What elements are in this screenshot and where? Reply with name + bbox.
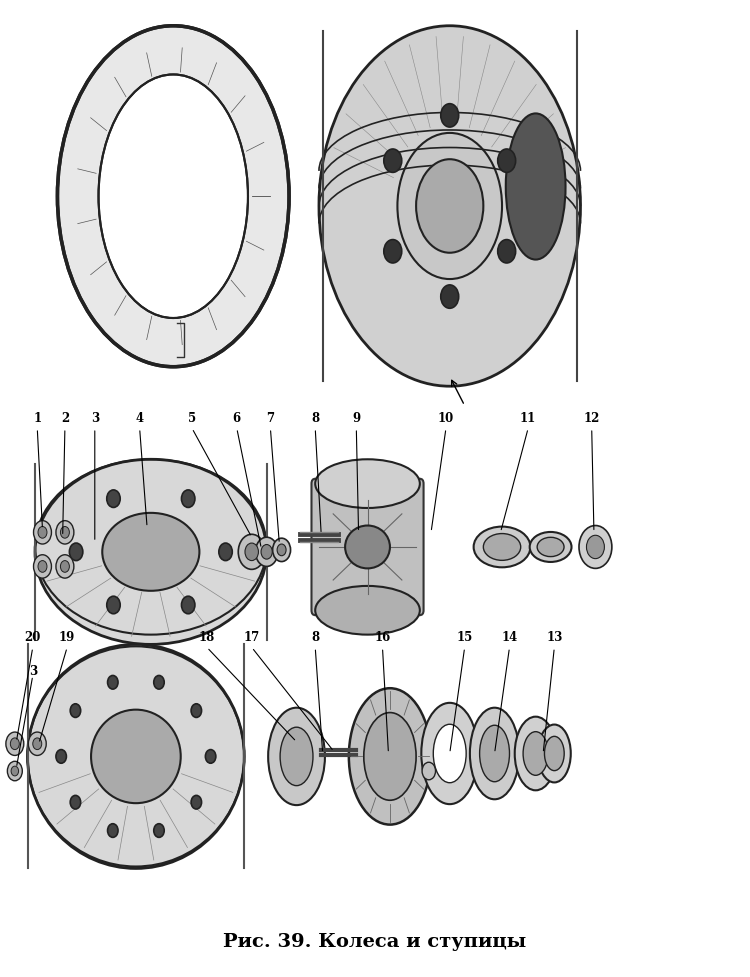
Circle shape — [273, 538, 290, 562]
Circle shape — [441, 285, 459, 309]
Circle shape — [34, 521, 52, 544]
Ellipse shape — [268, 707, 325, 805]
Ellipse shape — [315, 459, 420, 508]
Circle shape — [8, 761, 22, 781]
Text: 5: 5 — [188, 412, 196, 425]
Ellipse shape — [422, 702, 478, 804]
Text: 16: 16 — [374, 631, 391, 645]
Ellipse shape — [506, 113, 566, 260]
Circle shape — [56, 555, 74, 578]
Ellipse shape — [470, 707, 519, 799]
Ellipse shape — [345, 526, 390, 569]
Circle shape — [261, 544, 272, 559]
Text: 15: 15 — [457, 631, 472, 645]
Circle shape — [182, 596, 195, 614]
Ellipse shape — [514, 717, 556, 790]
Circle shape — [245, 543, 259, 561]
Text: 13: 13 — [546, 631, 562, 645]
Text: 17: 17 — [244, 631, 260, 645]
Circle shape — [61, 527, 70, 538]
Text: 12: 12 — [584, 412, 600, 425]
Ellipse shape — [98, 74, 248, 318]
Ellipse shape — [433, 724, 466, 783]
Ellipse shape — [416, 159, 483, 253]
Ellipse shape — [349, 688, 431, 825]
Ellipse shape — [35, 459, 267, 645]
Ellipse shape — [102, 513, 200, 591]
Circle shape — [191, 703, 202, 717]
Circle shape — [34, 555, 52, 578]
Text: 1: 1 — [33, 412, 41, 425]
Circle shape — [384, 239, 402, 263]
Text: 3: 3 — [28, 665, 37, 678]
Circle shape — [182, 489, 195, 507]
Ellipse shape — [538, 725, 571, 783]
Ellipse shape — [523, 732, 548, 776]
Text: 3: 3 — [91, 412, 99, 425]
Circle shape — [107, 675, 118, 689]
Circle shape — [586, 535, 604, 559]
Circle shape — [70, 703, 81, 717]
Circle shape — [106, 596, 120, 614]
Circle shape — [498, 149, 516, 172]
Circle shape — [70, 543, 82, 561]
Text: 8: 8 — [311, 631, 320, 645]
Circle shape — [238, 534, 266, 570]
Circle shape — [11, 766, 19, 776]
Text: 6: 6 — [232, 412, 241, 425]
Circle shape — [191, 795, 202, 809]
Ellipse shape — [544, 737, 564, 771]
Circle shape — [219, 543, 232, 561]
Ellipse shape — [474, 527, 530, 568]
Circle shape — [206, 749, 216, 763]
Text: Рис. 39. Колеса и ступицы: Рис. 39. Колеса и ступицы — [224, 933, 526, 952]
Ellipse shape — [364, 712, 416, 800]
Text: 4: 4 — [136, 412, 144, 425]
Circle shape — [422, 762, 436, 780]
Circle shape — [10, 738, 20, 749]
Circle shape — [498, 239, 516, 263]
Circle shape — [154, 824, 164, 837]
Text: 18: 18 — [199, 631, 215, 645]
Text: 7: 7 — [266, 412, 274, 425]
Circle shape — [33, 738, 42, 749]
Text: 9: 9 — [352, 412, 361, 425]
Ellipse shape — [483, 533, 520, 561]
Circle shape — [106, 489, 120, 507]
Circle shape — [579, 526, 612, 569]
Circle shape — [384, 149, 402, 172]
Ellipse shape — [280, 727, 313, 786]
Circle shape — [256, 537, 278, 567]
Circle shape — [6, 732, 24, 755]
Circle shape — [441, 104, 459, 127]
Circle shape — [154, 675, 164, 689]
Ellipse shape — [319, 25, 580, 386]
Ellipse shape — [28, 645, 245, 869]
Text: 2: 2 — [61, 412, 69, 425]
Text: 8: 8 — [311, 412, 320, 425]
Circle shape — [277, 544, 286, 556]
Circle shape — [56, 749, 67, 763]
Circle shape — [70, 795, 81, 809]
Ellipse shape — [530, 531, 572, 562]
Text: 20: 20 — [25, 631, 41, 645]
Circle shape — [38, 561, 47, 573]
Circle shape — [38, 527, 47, 538]
Ellipse shape — [479, 725, 509, 782]
Text: 19: 19 — [59, 631, 75, 645]
Ellipse shape — [398, 133, 502, 279]
Circle shape — [56, 521, 74, 544]
Circle shape — [61, 561, 70, 573]
Text: 11: 11 — [520, 412, 536, 425]
Text: 14: 14 — [501, 631, 518, 645]
Text: 10: 10 — [438, 412, 454, 425]
Circle shape — [28, 732, 46, 755]
Ellipse shape — [537, 537, 564, 557]
Ellipse shape — [58, 25, 289, 366]
Ellipse shape — [315, 586, 420, 635]
Circle shape — [107, 824, 118, 837]
Ellipse shape — [91, 709, 181, 803]
FancyBboxPatch shape — [311, 479, 424, 616]
